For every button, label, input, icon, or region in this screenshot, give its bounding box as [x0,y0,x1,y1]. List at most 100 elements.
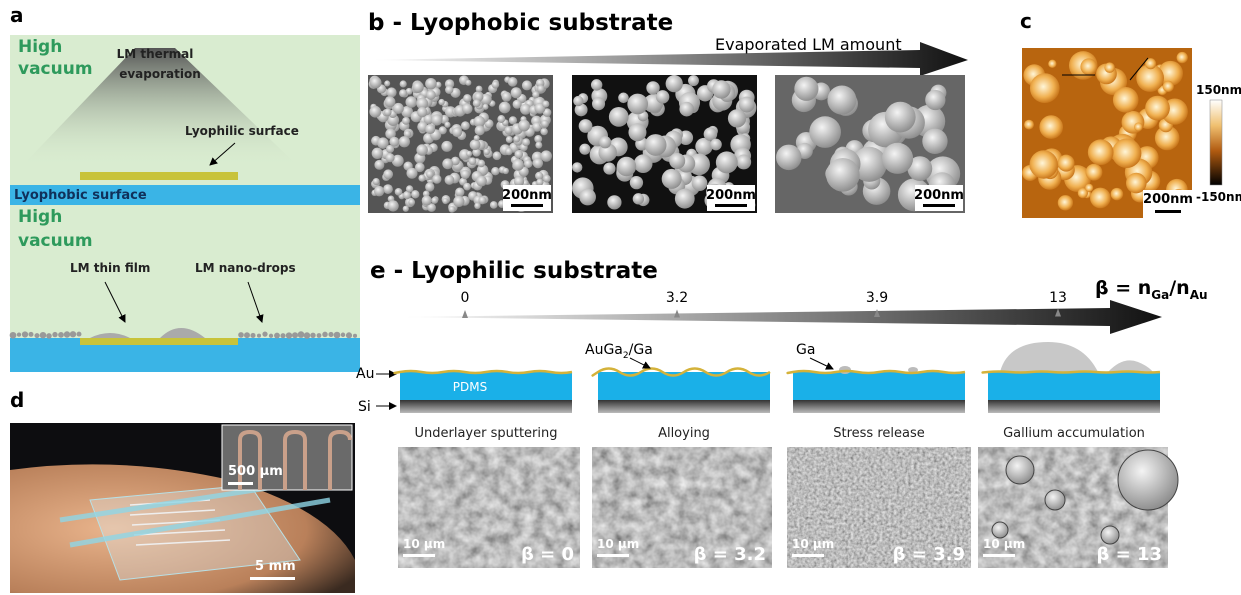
lm-drop [383,184,393,194]
lm-drop [478,160,486,168]
lm-drop [710,139,722,151]
lm-drop [461,170,470,179]
lm-drop [445,175,455,185]
vacuum-label: High [18,37,62,57]
layer-label: PDMS [453,380,487,394]
nano-drop [274,333,280,339]
lm-drop [628,123,646,141]
lm-drop [503,168,509,174]
lm-drop [826,158,860,192]
scale-bar-label: 10 μm [403,537,445,551]
step-caption: Stress release [833,426,925,441]
lm-drop [386,87,396,97]
lm-drop [463,183,471,191]
lm-drop [463,94,472,103]
lm-drop [399,89,407,97]
lm-drop [403,206,409,212]
lm-drop [609,107,629,127]
lm-drop [508,77,518,87]
nano-drop [70,331,76,337]
scale-bar-label: 500 μm [228,464,283,479]
lm-drop [417,107,427,117]
afm-drop [1112,139,1141,168]
afm-drop [1111,188,1124,201]
note: LM thin film [70,261,150,275]
ga-drop [1006,456,1034,484]
lm-drop [573,96,583,106]
nano-drop [292,332,298,338]
scale-bar [792,554,824,557]
pdms-layer [793,372,965,400]
lm-drop [827,86,856,115]
beta-arrow [400,300,1162,334]
lm-drop [504,126,512,134]
afm-drop [1080,58,1097,75]
lm-drop [449,206,456,213]
lm-drop [416,144,427,155]
afm-drop [1086,164,1103,181]
beta-value-label: β = 3.2 [694,544,766,565]
lm-drop [669,153,685,169]
lm-drop [439,126,447,134]
lm-drop [656,90,669,103]
label-part: /n [1169,277,1189,299]
lm-drop [385,96,396,107]
lm-drop [418,174,425,181]
ga-drop [1101,526,1119,544]
lm-drop [794,77,818,101]
label-part: β = n [1095,277,1151,299]
layer-label: Au [356,366,374,382]
lm-drop [511,87,522,98]
afm-drop [1134,123,1143,132]
si-layer [598,400,770,413]
nano-drop [298,331,305,338]
callout: AuGa2/Ga [585,342,653,361]
lm-drop [476,176,487,187]
lm-drop [369,106,381,118]
beta-value-label: β = 13 [1096,544,1162,565]
lm-drop [513,136,520,143]
lm-drop [499,102,511,114]
sem-images: 10 μmβ = 010 μmβ = 3.210 μmβ = 3.910 μmβ… [398,447,1178,568]
ga-drop [1045,490,1065,510]
lm-drop [524,160,532,168]
lm-drop [426,170,434,178]
note: LM nano-drops [195,261,296,275]
panel-label: c [1020,9,1032,33]
scale-bar [983,554,1015,557]
lm-drop [522,138,530,146]
lm-drop [425,182,434,191]
lm-drop [385,153,394,162]
lm-drop [712,80,730,98]
lm-drop [728,109,746,127]
scale-bar-label: 200nm [914,188,964,203]
note: LM thermal [117,47,194,61]
lm-drop [474,135,480,141]
scale-bar-label: 10 μm [983,537,1025,551]
nano-drop [310,333,315,338]
scale-bar [923,204,955,207]
callout: Ga [796,342,815,358]
lm-drop [536,179,543,186]
lm-drop [514,150,523,159]
beta-value-label: β = 0 [521,544,574,565]
panel-c: c 200nm 150nm -150nm [1020,9,1241,218]
afm-drop [1085,184,1093,192]
lm-drop [541,150,552,161]
lm-drop [442,158,453,169]
lm-drop [645,134,667,156]
lm-drop [592,97,605,110]
lm-drop [541,120,549,128]
lm-drop [374,186,384,196]
lm-drop [776,145,801,170]
lm-drop [518,120,530,132]
scale-bar-label: 10 μm [792,537,834,551]
lm-drop [482,104,488,110]
vacuum-label: vacuum [18,231,93,251]
ga-drop [992,522,1008,538]
afm-drop [1058,195,1073,210]
lm-drop [579,119,593,133]
nano-drop [317,333,322,338]
beta-tick [462,310,468,318]
afm-drop [1030,150,1058,178]
